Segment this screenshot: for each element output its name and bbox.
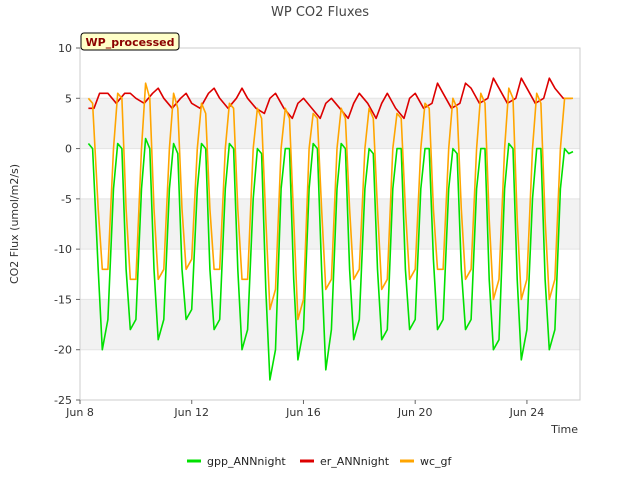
processed-badge-box [80, 32, 180, 51]
processed-badge-label: WP_processed [86, 36, 175, 49]
series-line-er_ANNnight [88, 77, 572, 120]
x-tick-label: Jun 12 [173, 406, 209, 419]
grid-band [80, 198, 580, 250]
legend-item-gpp_ANNnight: gpp_ANNnight [187, 455, 286, 468]
x-tick-label: Jun 24 [509, 406, 545, 419]
legend-item-er_ANNnight: er_ANNnight [300, 455, 390, 468]
x-tick-label: Jun 8 [65, 406, 94, 419]
series-line-wc_gf [87, 82, 573, 321]
y-axis-ticks: 10 5 0 -5 -10 -15 -20 -25 [54, 42, 80, 407]
chart-title: WP CO2 Fluxes [271, 5, 369, 20]
legend: gpp_ANNnight er_ANNnight wc_gf [187, 455, 453, 468]
grid-band [80, 148, 580, 199]
y-tick-label: 0 [65, 143, 72, 156]
series-layer [87, 77, 574, 381]
grid-band [80, 98, 580, 149]
y-tick-label: -5 [61, 193, 72, 206]
x-tick-label: Jun 20 [397, 406, 433, 419]
y-tick-label: 5 [65, 92, 72, 105]
x-tick-label: Jun 16 [285, 406, 321, 419]
series-line-gpp_ANNnight [87, 137, 574, 381]
grid-band [80, 48, 580, 99]
processed-badge: WP_processed [80, 32, 180, 51]
legend-label: er_ANNnight [320, 455, 390, 468]
legend-label: gpp_ANNnight [207, 455, 286, 468]
legend-item-wc_gf: wc_gf [400, 455, 453, 468]
y-tick-label: -15 [54, 293, 72, 306]
x-axis-label: Time [550, 423, 578, 436]
x-axis-ticks: Jun 8 Jun 12 Jun 16 Jun 20 Jun 24 [65, 400, 544, 419]
y-tick-label: 10 [58, 42, 72, 55]
y-tick-label: -20 [54, 344, 72, 357]
y-tick-label: -25 [54, 394, 72, 407]
grid-band [80, 249, 580, 300]
y-tick-label: -10 [54, 243, 72, 256]
plot-area-border [79, 47, 581, 401]
y-axis-label: CO2 Flux (umol/m2/s) [8, 164, 21, 284]
grid-band [80, 349, 580, 400]
legend-label: wc_gf [420, 455, 453, 468]
